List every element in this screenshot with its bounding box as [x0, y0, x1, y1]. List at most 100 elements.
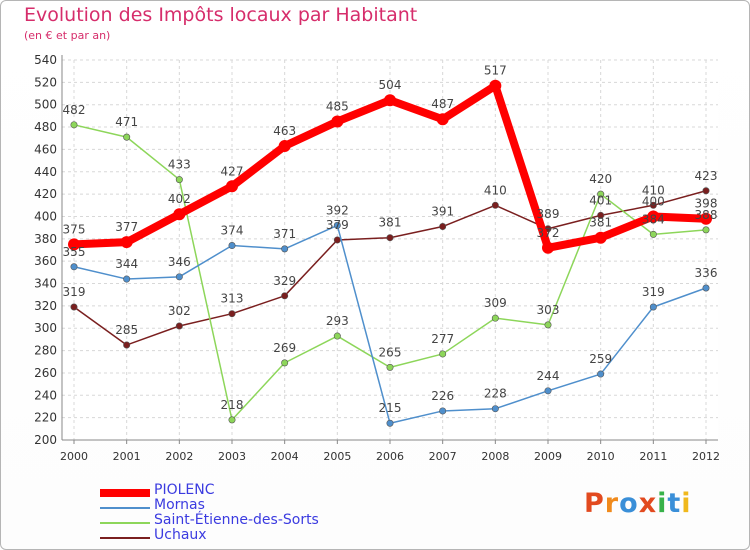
data-label: 293: [326, 314, 349, 328]
data-point: [597, 211, 605, 219]
y-tick-label: 400: [34, 209, 57, 223]
y-tick-label: 320: [34, 299, 57, 313]
data-point: [649, 303, 657, 311]
data-point: [700, 212, 712, 225]
data-label: 228: [484, 387, 507, 401]
x-tick-label: 2009: [534, 450, 562, 463]
data-point: [175, 322, 183, 330]
data-point: [123, 275, 131, 283]
data-point: [228, 242, 236, 250]
data-label: 265: [379, 345, 402, 359]
legend-swatch: [100, 522, 150, 524]
legend-item: Mornas: [100, 497, 400, 515]
axes: 200 220 240 260 280 300 320 340 360 380 400 420 440 4…: [34, 53, 720, 463]
y-tick-label: 380: [34, 232, 57, 246]
legend-swatch: [100, 537, 150, 539]
data-label: 244: [537, 369, 560, 383]
x-tick-label: 2012: [692, 450, 720, 463]
data-point: [491, 314, 499, 322]
data-label: 463: [273, 124, 296, 138]
data-label: 504: [379, 78, 402, 92]
data-label: 400: [642, 194, 665, 208]
data-point: [175, 176, 183, 184]
data-point: [491, 405, 499, 413]
data-label: 402: [168, 192, 191, 206]
data-label: 313: [221, 292, 244, 306]
data-point: [228, 310, 236, 318]
data-label: 381: [589, 216, 612, 230]
data-label: 309: [484, 296, 507, 310]
data-point: [597, 190, 605, 198]
data-label: 319: [642, 285, 665, 299]
data-point: [439, 350, 447, 358]
data-label: 346: [168, 255, 191, 269]
x-tick-label: 2003: [218, 450, 246, 463]
legend-item: PIOLENC: [100, 482, 400, 500]
data-label: 381: [379, 216, 402, 230]
data-label: 427: [221, 164, 244, 178]
data-point: [542, 241, 554, 254]
y-tick-label: 340: [34, 277, 57, 291]
y-tick-label: 200: [34, 433, 57, 447]
data-point: [68, 238, 80, 251]
chart-subtitle: (en € et par an): [24, 29, 111, 42]
data-point: [173, 208, 186, 221]
data-point: [544, 387, 552, 395]
data-label: 372: [537, 226, 560, 240]
data-point: [439, 407, 447, 415]
data-point: [333, 332, 341, 340]
data-label: 482: [63, 103, 86, 117]
y-tick-label: 420: [34, 187, 57, 201]
data-label: 215: [379, 401, 402, 415]
legend-label: Uchaux: [154, 527, 207, 543]
data-point: [702, 284, 710, 292]
data-point: [491, 201, 499, 209]
data-label: 410: [642, 183, 665, 197]
data-label: 344: [115, 257, 138, 271]
data-point: [228, 416, 236, 424]
data-point: [70, 263, 78, 271]
data-label: 389: [537, 207, 560, 221]
data-point: [281, 359, 289, 367]
data-label: 471: [115, 115, 138, 129]
data-point: [647, 210, 660, 223]
y-tick-label: 440: [34, 165, 57, 179]
data-point: [386, 234, 394, 242]
data-label: 420: [589, 172, 612, 186]
data-label: 226: [431, 389, 454, 403]
data-point: [649, 230, 657, 238]
data-point: [333, 221, 341, 229]
chart-title: Evolution des Impôts locaux par Habitant: [24, 4, 418, 26]
data-point: [649, 201, 657, 209]
data-point: [597, 370, 605, 378]
legend-swatch: [100, 489, 150, 497]
data-point: [70, 121, 78, 129]
series-lines: [68, 79, 712, 427]
data-label: 433: [168, 158, 191, 172]
data-label: 391: [431, 205, 454, 219]
data-label: 371: [273, 227, 296, 241]
x-tick-label: 2011: [639, 450, 667, 463]
y-tick-label: 220: [34, 411, 57, 425]
y-tick-label: 240: [34, 388, 57, 402]
data-label: 303: [537, 303, 560, 317]
data-label: 277: [431, 332, 454, 346]
x-tick-label: 2007: [429, 450, 457, 463]
data-label: 355: [63, 245, 86, 259]
x-tick-label: 2010: [587, 450, 615, 463]
data-label: 374: [221, 224, 244, 238]
data-label: 401: [589, 193, 612, 207]
legend-label: Saint-Étienne-des-Sorts: [154, 512, 319, 528]
data-label: 329: [273, 274, 296, 288]
data-point: [281, 245, 289, 253]
y-tick-label: 260: [34, 366, 57, 380]
proxiti-logo: Proxiti: [584, 488, 692, 519]
data-label: 392: [326, 203, 349, 217]
y-tick-label: 520: [34, 75, 57, 89]
data-point: [594, 231, 607, 244]
x-tick-label: 2000: [60, 450, 88, 463]
data-label: 487: [431, 97, 454, 111]
y-tick-label: 480: [34, 120, 57, 134]
x-tick-label: 2001: [113, 450, 141, 463]
